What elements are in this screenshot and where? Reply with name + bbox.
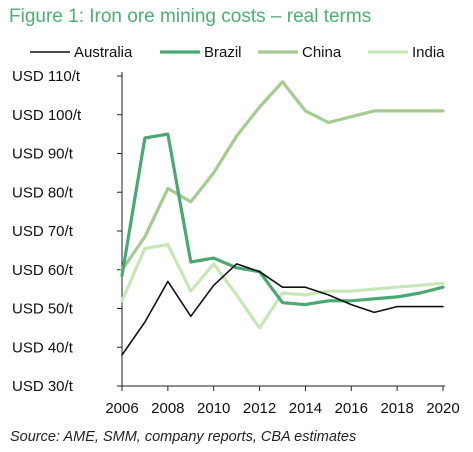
y-tick-label: USD 60/t [12, 262, 74, 279]
source-note: Source: AME, SMM, company reports, CBA e… [10, 429, 357, 445]
x-tick-label: 2020 [426, 400, 459, 417]
y-tick-label: USD 100/t [12, 107, 82, 124]
series-line-india [120, 243, 445, 330]
y-tick-label: USD 110/t [12, 68, 81, 85]
x-tick-label: 2008 [151, 400, 184, 417]
legend-label-brazil: Brazil [204, 44, 242, 61]
x-tick-label: 2018 [380, 400, 413, 417]
series-line-australia [121, 263, 444, 356]
y-axis-ticks: USD 30/t USD 40/t USD 50/t USD 60/t USD 70/t… [12, 68, 122, 395]
x-tick-label: 2012 [243, 400, 276, 417]
y-tick-label: USD 30/t [12, 378, 74, 395]
x-tick-label: 2006 [105, 400, 138, 417]
y-tick-label: USD 40/t [12, 339, 74, 356]
x-axis-ticks: 2006 2008 2010 2012 2014 2016 2018 2020 [105, 386, 460, 417]
y-tick-label: USD 70/t [12, 223, 74, 240]
x-tick-label: 2016 [335, 400, 368, 417]
figure-title: Figure 1: Iron ore mining costs – real t… [9, 6, 372, 27]
series-lines [120, 80, 445, 356]
legend: Australia Brazil China India [30, 44, 445, 61]
series-line-brazil [120, 132, 445, 307]
axes [121, 72, 445, 387]
y-tick-label: USD 90/t [12, 146, 74, 163]
x-tick-label: 2014 [289, 400, 322, 417]
series-line-china [120, 80, 445, 272]
y-tick-label: USD 80/t [12, 184, 74, 201]
legend-label-india: India [412, 44, 445, 61]
y-tick-label: USD 50/t [12, 301, 74, 318]
legend-label-australia: Australia [74, 44, 133, 61]
x-tick-label: 2010 [197, 400, 230, 417]
legend-label-china: China [302, 44, 342, 61]
